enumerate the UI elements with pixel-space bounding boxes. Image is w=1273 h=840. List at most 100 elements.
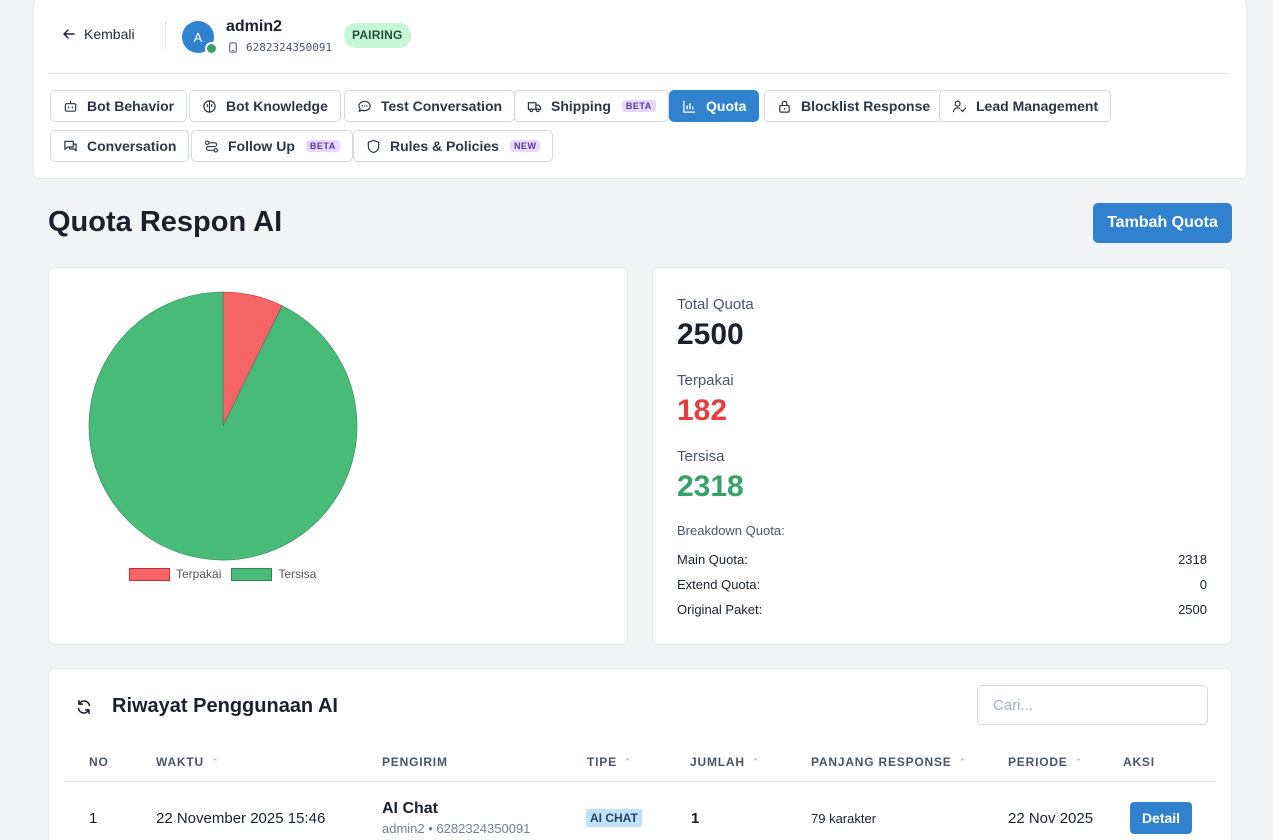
new-tag: NEW bbox=[509, 140, 541, 152]
column-header-aksi: AKSI bbox=[1123, 755, 1155, 769]
user-name: admin2 bbox=[226, 18, 283, 35]
breakdown-label: Main Quota: bbox=[677, 552, 748, 567]
breakdown-value: 2500 bbox=[1178, 602, 1207, 617]
divider bbox=[165, 21, 166, 49]
user-check-icon bbox=[952, 100, 967, 112]
pie-slice-tersisa[interactable] bbox=[88, 291, 358, 561]
column-label: JUMLAH bbox=[690, 755, 745, 769]
tab-label: Follow Up bbox=[228, 138, 295, 154]
used-quota-value: 182 bbox=[677, 394, 728, 427]
cell-jumlah: 1 bbox=[691, 810, 700, 827]
breakdown-title: Breakdown Quota: bbox=[677, 523, 785, 538]
breakdown-row: Original Paket: 2500 bbox=[677, 602, 1207, 617]
tab-label: Conversation bbox=[87, 138, 177, 154]
column-header-no: NO bbox=[89, 755, 109, 769]
breakdown-label: Original Paket: bbox=[677, 602, 763, 617]
tab-label: Test Conversation bbox=[381, 98, 503, 114]
breakdown-value: 0 bbox=[1199, 577, 1207, 592]
page-title: Quota Respon AI bbox=[48, 206, 283, 238]
tab-label: Shipping bbox=[551, 98, 611, 114]
column-header-jumlah[interactable]: JUMLAH ⌃ bbox=[690, 755, 760, 769]
breakdown-label: Extend Quota: bbox=[677, 577, 761, 592]
avatar-initial: A bbox=[193, 29, 203, 45]
chat-bubble-icon bbox=[358, 100, 371, 112]
shield-icon bbox=[367, 139, 380, 153]
column-label: TIPE bbox=[587, 755, 617, 769]
total-quota-label: Total Quota bbox=[677, 296, 754, 313]
tab-label: Blocklist Response bbox=[801, 98, 931, 114]
arrow-left-icon bbox=[63, 29, 75, 39]
sort-icon[interactable]: ⌃ bbox=[211, 756, 220, 767]
tab-label: Quota bbox=[706, 98, 747, 114]
user-phone-number: 6282324350091 bbox=[246, 41, 333, 54]
brain-icon bbox=[203, 99, 216, 113]
cell-no: 1 bbox=[89, 810, 98, 827]
search-input[interactable] bbox=[977, 685, 1208, 725]
tab-label: Lead Management bbox=[976, 98, 1099, 114]
sort-icon[interactable]: ⌃ bbox=[958, 756, 967, 767]
usage-history-card: Riwayat Penggunaan AI NO WAKTU ⌃ PENGIRIM… bbox=[48, 668, 1232, 840]
quota-chart-card: Terpakai Tersisa bbox=[48, 267, 628, 645]
sort-icon[interactable]: ⌃ bbox=[1074, 756, 1083, 767]
column-label: PENGIRIM bbox=[382, 755, 448, 769]
cell-pengirim-sub: admin2 • 6282324350091 bbox=[382, 821, 531, 836]
column-header-panjang-response[interactable]: PANJANG RESPONSE ⌃ bbox=[811, 755, 967, 769]
column-label: PERIODE bbox=[1008, 755, 1068, 769]
tab-conversation[interactable]: Conversation bbox=[50, 130, 190, 162]
remaining-quota-value: 2318 bbox=[677, 470, 744, 503]
tab-shipping[interactable]: Shipping BETA bbox=[514, 90, 669, 122]
column-header-waktu[interactable]: WAKTU ⌃ bbox=[156, 755, 219, 769]
divider bbox=[48, 73, 1230, 74]
route-icon bbox=[205, 140, 218, 152]
detail-button[interactable]: Detail bbox=[1130, 802, 1192, 834]
type-badge: AI CHAT bbox=[586, 809, 642, 827]
column-header-tipe[interactable]: TIPE ⌃ bbox=[587, 755, 632, 769]
used-quota-label: Terpakai bbox=[677, 372, 734, 389]
tab-quota[interactable]: Quota bbox=[669, 90, 760, 122]
history-title: Riwayat Penggunaan AI bbox=[112, 695, 338, 717]
quota-stats-card: Total Quota 2500 Terpakai 182 Tersisa 23… bbox=[652, 267, 1232, 645]
tab-bot-knowledge[interactable]: Bot Knowledge bbox=[189, 90, 341, 122]
column-header-periode[interactable]: PERIODE ⌃ bbox=[1008, 755, 1083, 769]
online-status-dot bbox=[205, 42, 218, 55]
sort-icon[interactable]: ⌃ bbox=[623, 756, 633, 767]
column-label: NO bbox=[89, 755, 109, 769]
sort-icon[interactable]: ⌃ bbox=[751, 756, 761, 767]
cell-panjang-response: 79 karakter bbox=[811, 811, 877, 826]
beta-tag: BETA bbox=[305, 140, 340, 152]
tab-blocklist-response[interactable]: Blocklist Response bbox=[764, 90, 944, 122]
user-phone: 6282324350091 bbox=[228, 41, 332, 54]
agent-header-card: Kembali A admin2 6282324350091 PAIRING B… bbox=[33, 0, 1247, 179]
back-label: Kembali bbox=[84, 26, 135, 42]
tab-label: Bot Knowledge bbox=[226, 98, 328, 114]
add-quota-button[interactable]: Tambah Quota bbox=[1093, 203, 1232, 243]
tab-label: Rules & Policies bbox=[390, 138, 499, 154]
legend-swatch-used[interactable] bbox=[129, 567, 170, 581]
tab-test-conversation[interactable]: Test Conversation bbox=[344, 90, 516, 122]
refresh-icon[interactable] bbox=[76, 699, 92, 715]
avatar: A bbox=[182, 21, 218, 55]
column-label: WAKTU bbox=[156, 755, 204, 769]
back-button[interactable]: Kembali bbox=[62, 26, 135, 42]
quota-pie-chart bbox=[88, 291, 358, 561]
divider bbox=[64, 781, 1216, 782]
legend-swatch-remaining[interactable] bbox=[231, 567, 273, 581]
legend-label-used: Terpakai bbox=[176, 567, 222, 581]
cell-periode: 22 Nov 2025 bbox=[1008, 810, 1094, 827]
tab-rules-policies[interactable]: Rules & Policies NEW bbox=[353, 130, 554, 162]
truck-icon bbox=[527, 101, 542, 112]
tab-bot-behavior[interactable]: Bot Behavior bbox=[50, 90, 188, 122]
remaining-quota-label: Tersisa bbox=[677, 448, 725, 465]
cell-waktu: 22 November 2025 15:46 bbox=[156, 810, 326, 827]
total-quota-value: 2500 bbox=[677, 318, 744, 351]
tab-lead-management[interactable]: Lead Management bbox=[939, 90, 1112, 122]
breakdown-row: Extend Quota: 0 bbox=[677, 577, 1207, 592]
lock-icon bbox=[779, 100, 790, 113]
breakdown-row: Main Quota: 2318 bbox=[677, 552, 1207, 567]
beta-tag: BETA bbox=[621, 100, 656, 112]
phone-icon bbox=[229, 42, 237, 53]
tab-follow-up[interactable]: Follow Up BETA bbox=[191, 130, 353, 162]
breakdown-value: 2318 bbox=[1178, 552, 1207, 567]
bot-icon bbox=[64, 100, 77, 112]
column-label: AKSI bbox=[1123, 755, 1155, 769]
